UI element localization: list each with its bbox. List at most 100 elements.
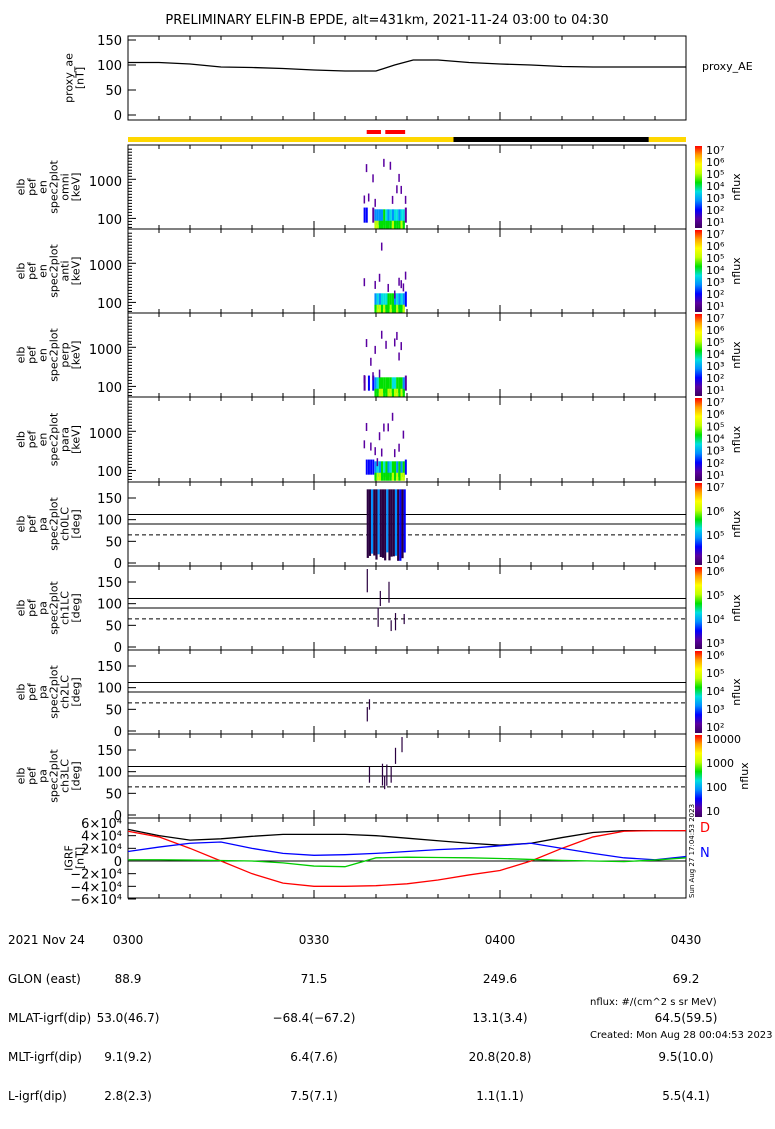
colorbar-tick-label: 10³: [706, 445, 724, 458]
y-tick-label: 100: [97, 465, 122, 480]
y-tick-label: 50: [105, 84, 122, 99]
spectrogram-pixel: [372, 459, 375, 475]
spectrogram-pixel: [387, 220, 390, 229]
ylabel-line: [keV]: [70, 425, 83, 454]
spectrogram-pixel: [391, 293, 395, 309]
ylabel-line: elb: [15, 263, 28, 280]
spectrogram-pixel: [380, 448, 383, 457]
spectrogram-pixel: [398, 220, 401, 229]
spectrogram-pixel: [387, 209, 390, 225]
colorbar-label: nflux: [730, 173, 743, 201]
l-value: 5.5(4.1): [662, 1089, 710, 1103]
xaxis-col-0400: 0400 249.6 13.1(3.4) 20.8(20.8) 1.1(1.1): [440, 908, 560, 1129]
colorbar-tick-label: 10⁶: [706, 408, 725, 421]
mlat-value: −68.4(−67.2): [272, 1011, 356, 1025]
mlt-value: 6.4(7.6): [290, 1050, 338, 1064]
spectrogram-pixel: [365, 422, 368, 431]
colorbar-tick-label: 10⁴: [706, 433, 725, 446]
spectrogram-pixel: [400, 342, 402, 351]
colorbar: [695, 230, 702, 312]
spectrogram-pixel: [385, 472, 388, 481]
spectrogram-pixel: [377, 489, 380, 555]
spectrogram-pixel: [383, 304, 386, 313]
colorbar-tick-label: 10²: [706, 204, 724, 217]
spectrogram-pixel: [386, 489, 389, 553]
ylabel-line: en: [37, 348, 50, 362]
ylabel-line: elb: [15, 768, 28, 785]
spectrogram-pixel: [402, 283, 405, 292]
spectrogram-pixel: [396, 293, 399, 309]
spectrogram-pixel: [378, 461, 381, 477]
igrf-line-Z: [128, 856, 687, 868]
spectrogram-pixel: [393, 472, 397, 481]
spectrogram-pixel: [389, 161, 392, 170]
spectrogram-pixel: [401, 489, 404, 559]
spectrogram-pixel: [390, 489, 393, 557]
spectrogram-pixel: [378, 472, 381, 481]
ylabel-line: ch0LC: [59, 507, 72, 541]
ylabel-line: pa: [37, 601, 50, 615]
spectrogram-pixel: [380, 209, 384, 225]
spectrogram-pixel: [391, 220, 395, 229]
spectrogram-pixel: [383, 209, 386, 225]
spectrogram-pixel: [378, 273, 381, 282]
spectrogram-pixel: [394, 613, 397, 631]
igrf-ylabel: IGRF[nT]: [63, 845, 87, 871]
spectrogram-pixel: [398, 461, 401, 477]
side-timestamp: Sun Aug 27 17:04:53 2023: [688, 804, 696, 898]
spectrogram-pixel: [374, 472, 377, 481]
proxy-ae-ylabel: proxy_ae[nT]: [63, 53, 87, 103]
ylabel-line: pef: [26, 177, 39, 196]
ylabel-line: spec2plot: [48, 244, 61, 298]
spectrogram-pixel: [383, 472, 386, 481]
ylabel-line: para: [59, 427, 72, 452]
spectrogram-pixel: [380, 304, 384, 313]
spectrogram-pixel: [363, 278, 366, 287]
science-zone-marker: [366, 130, 381, 134]
spectrogram-pixel: [402, 461, 405, 477]
spectrogram-pixel: [387, 304, 390, 313]
xaxis-col-0330: 0330 71.5 −68.4(−67.2) 6.4(7.6) 7.5(7.1): [254, 908, 374, 1129]
colorbar-tick-label: 10¹: [706, 384, 724, 397]
spectrogram-pixel: [397, 489, 400, 561]
spectrogram-pixel: [391, 304, 395, 313]
y-tick-label: 100: [97, 381, 122, 396]
y-tick-label: 100: [97, 682, 122, 697]
ylabel-line: en: [37, 264, 50, 278]
spectrogram-pixel: [387, 472, 390, 481]
spectrogram-pixel: [376, 388, 379, 397]
y-tick-label: 100: [97, 766, 122, 781]
tick-time: 0330: [298, 933, 330, 947]
ylabel-line: proxy_ae: [63, 53, 76, 103]
spectrogram-pixel: [374, 198, 376, 207]
units-note: nflux: #/(cm^2 s sr MeV): [590, 997, 717, 1008]
colorbar-tick-label: 10³: [706, 703, 724, 716]
ylabel-line: elb: [15, 684, 28, 701]
spectrogram-pixel: [402, 377, 405, 393]
ylabel-line: pef: [26, 514, 39, 533]
spectrogram-pixel: [403, 613, 405, 625]
y-tick-label: 0: [114, 641, 122, 656]
spectrogram-ylabel: elbpefpaspec2plotch0LC[deg]: [15, 497, 83, 551]
spectrogram-pixel: [374, 293, 377, 309]
spectrogram-pixel: [374, 388, 377, 397]
spectrogram-pixel: [380, 377, 384, 393]
colorbar-tick-label: 10³: [706, 276, 724, 289]
spectrogram-pixel: [389, 388, 392, 397]
spectrogram-pixel: [370, 442, 372, 451]
colorbar-tick-label: 10⁵: [706, 168, 724, 181]
spectrogram-pixel: [383, 461, 386, 477]
spectrogram-pixel: [374, 447, 376, 456]
colorbar-tick-label: 10⁵: [706, 667, 724, 680]
spectrogram-pixel: [402, 220, 405, 229]
spectrogram-pixel: [374, 461, 377, 477]
spectrogram-pixel: [402, 304, 405, 313]
spectrogram-pixel: [391, 461, 395, 477]
colorbar-tick-label: 10⁴: [706, 264, 725, 277]
colorbar-tick-label: 10000: [706, 733, 741, 746]
spectrogram-pixel: [392, 489, 395, 557]
igrf-panel: [127, 817, 687, 899]
spectrogram-pixel: [376, 293, 379, 309]
colorbar: [695, 483, 702, 565]
y-tick-label: 150: [97, 576, 122, 591]
